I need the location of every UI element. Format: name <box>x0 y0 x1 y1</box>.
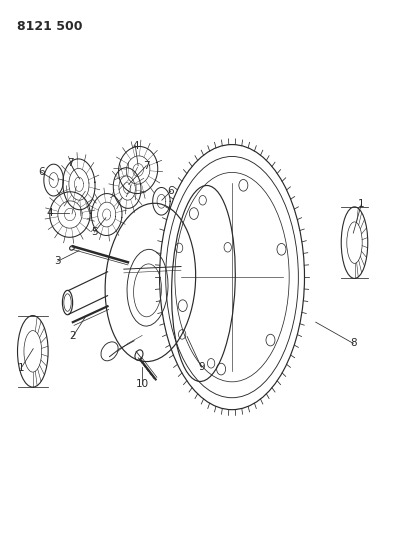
Text: 9: 9 <box>198 362 205 372</box>
Text: 3: 3 <box>54 256 61 266</box>
Text: 4: 4 <box>46 208 53 219</box>
Text: 5: 5 <box>91 227 98 237</box>
Text: 1: 1 <box>358 199 365 209</box>
Text: 6: 6 <box>168 186 174 196</box>
Text: 7: 7 <box>143 161 150 171</box>
Text: 7: 7 <box>67 158 73 168</box>
Text: 8: 8 <box>350 338 357 349</box>
Text: 8121 500: 8121 500 <box>17 20 82 33</box>
Text: 2: 2 <box>69 332 76 342</box>
Text: 10: 10 <box>136 379 149 389</box>
Text: 1: 1 <box>18 364 24 373</box>
Text: 6: 6 <box>38 167 45 177</box>
Text: 4: 4 <box>132 141 139 151</box>
